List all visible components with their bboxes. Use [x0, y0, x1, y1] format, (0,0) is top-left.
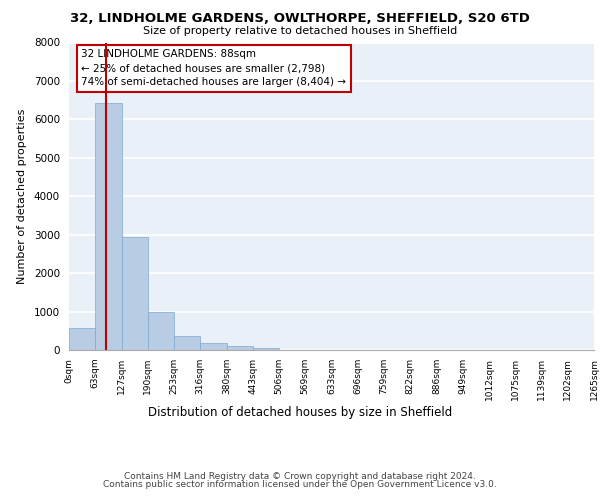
Text: 32 LINDHOLME GARDENS: 88sqm
← 25% of detached houses are smaller (2,798)
74% of : 32 LINDHOLME GARDENS: 88sqm ← 25% of det…	[82, 50, 346, 88]
Bar	[69, 328, 95, 350]
Text: Size of property relative to detached houses in Sheffield: Size of property relative to detached ho…	[143, 26, 457, 36]
Bar	[200, 344, 227, 350]
Bar	[227, 346, 253, 350]
Bar	[253, 348, 279, 350]
Text: Contains public sector information licensed under the Open Government Licence v3: Contains public sector information licen…	[103, 480, 497, 489]
Text: Contains HM Land Registry data © Crown copyright and database right 2024.: Contains HM Land Registry data © Crown c…	[124, 472, 476, 481]
Bar	[122, 236, 148, 350]
Bar	[174, 336, 200, 350]
Bar	[95, 103, 122, 350]
Bar	[148, 312, 174, 350]
Text: Distribution of detached houses by size in Sheffield: Distribution of detached houses by size …	[148, 406, 452, 419]
Text: 32, LINDHOLME GARDENS, OWLTHORPE, SHEFFIELD, S20 6TD: 32, LINDHOLME GARDENS, OWLTHORPE, SHEFFI…	[70, 12, 530, 26]
Y-axis label: Number of detached properties: Number of detached properties	[17, 108, 27, 284]
